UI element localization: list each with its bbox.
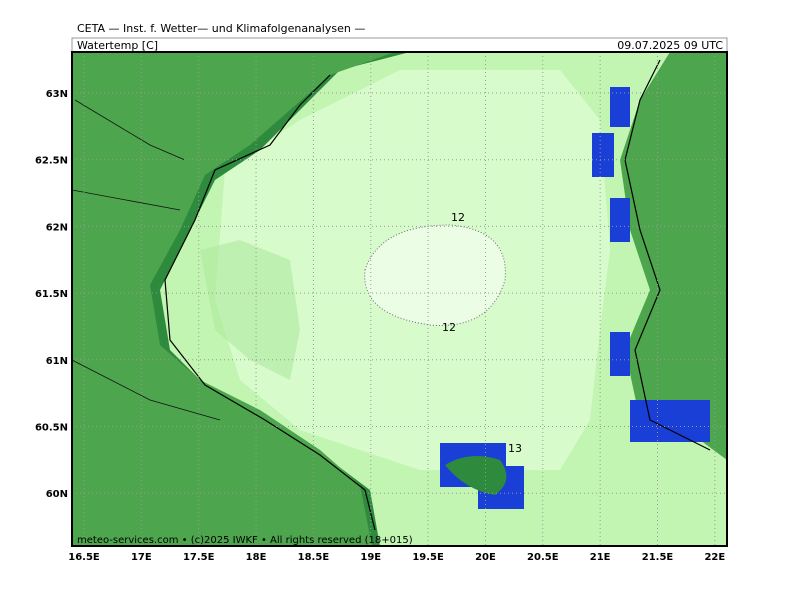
ice-patch — [630, 400, 710, 442]
lon-label: 21.5E — [642, 552, 674, 563]
contour-label: 12 — [442, 321, 456, 334]
title: CETA — Inst. f. Wetter— und Klimafolgena… — [77, 22, 365, 35]
lat-label: 63N — [46, 89, 68, 100]
borders — [72, 99, 221, 421]
lon-label: 17.5E — [183, 552, 215, 563]
lat-label: 62N — [46, 222, 68, 233]
lat-label: 60N — [46, 489, 68, 500]
coastline — [164, 74, 376, 531]
ice-patch — [610, 198, 630, 242]
lon-label: 19E — [360, 552, 381, 563]
lon-label: 17E — [131, 552, 152, 563]
lon-label: 16.5E — [68, 552, 100, 563]
footer: meteo-services.com • (c)2025 IWKF • All … — [77, 535, 413, 546]
ice-patch — [610, 332, 630, 376]
land-east — [620, 52, 727, 460]
lat-label: 62.5N — [35, 156, 68, 167]
variable: Watertemp [C] — [77, 39, 158, 52]
sea-cool — [200, 240, 300, 380]
lon-label: 18.5E — [298, 552, 330, 563]
coastline — [624, 59, 711, 451]
lon-label: 20.5E — [527, 552, 559, 563]
valid-time: 09.07.2025 09 UTC — [617, 39, 723, 52]
map-frame — [71, 51, 728, 547]
lon-label: 18E — [246, 552, 267, 563]
map-area: 12 12 13 meteo-services.com • (c)2025 IW… — [72, 52, 727, 546]
contour-label: 13 — [508, 442, 522, 455]
lon-label: 19.5E — [412, 552, 444, 563]
lon-label: 22E — [704, 552, 725, 563]
tick-labels: 16.5E 17E 17.5E 18E 18.5E 19E 19.5E 20E 20.5E 21E… — [35, 89, 725, 563]
sea-warmest — [364, 224, 506, 326]
contour-label: 12 — [451, 211, 465, 224]
lon-label: 20E — [475, 552, 496, 563]
ice-patch — [592, 133, 614, 177]
lat-label: 61N — [46, 356, 68, 367]
lat-label: 60.5N — [35, 423, 68, 434]
island — [445, 456, 507, 495]
ice-patch — [610, 87, 630, 127]
land-west-coast — [72, 52, 395, 546]
lon-label: 21E — [590, 552, 611, 563]
lat-label: 61.5N — [35, 289, 68, 300]
